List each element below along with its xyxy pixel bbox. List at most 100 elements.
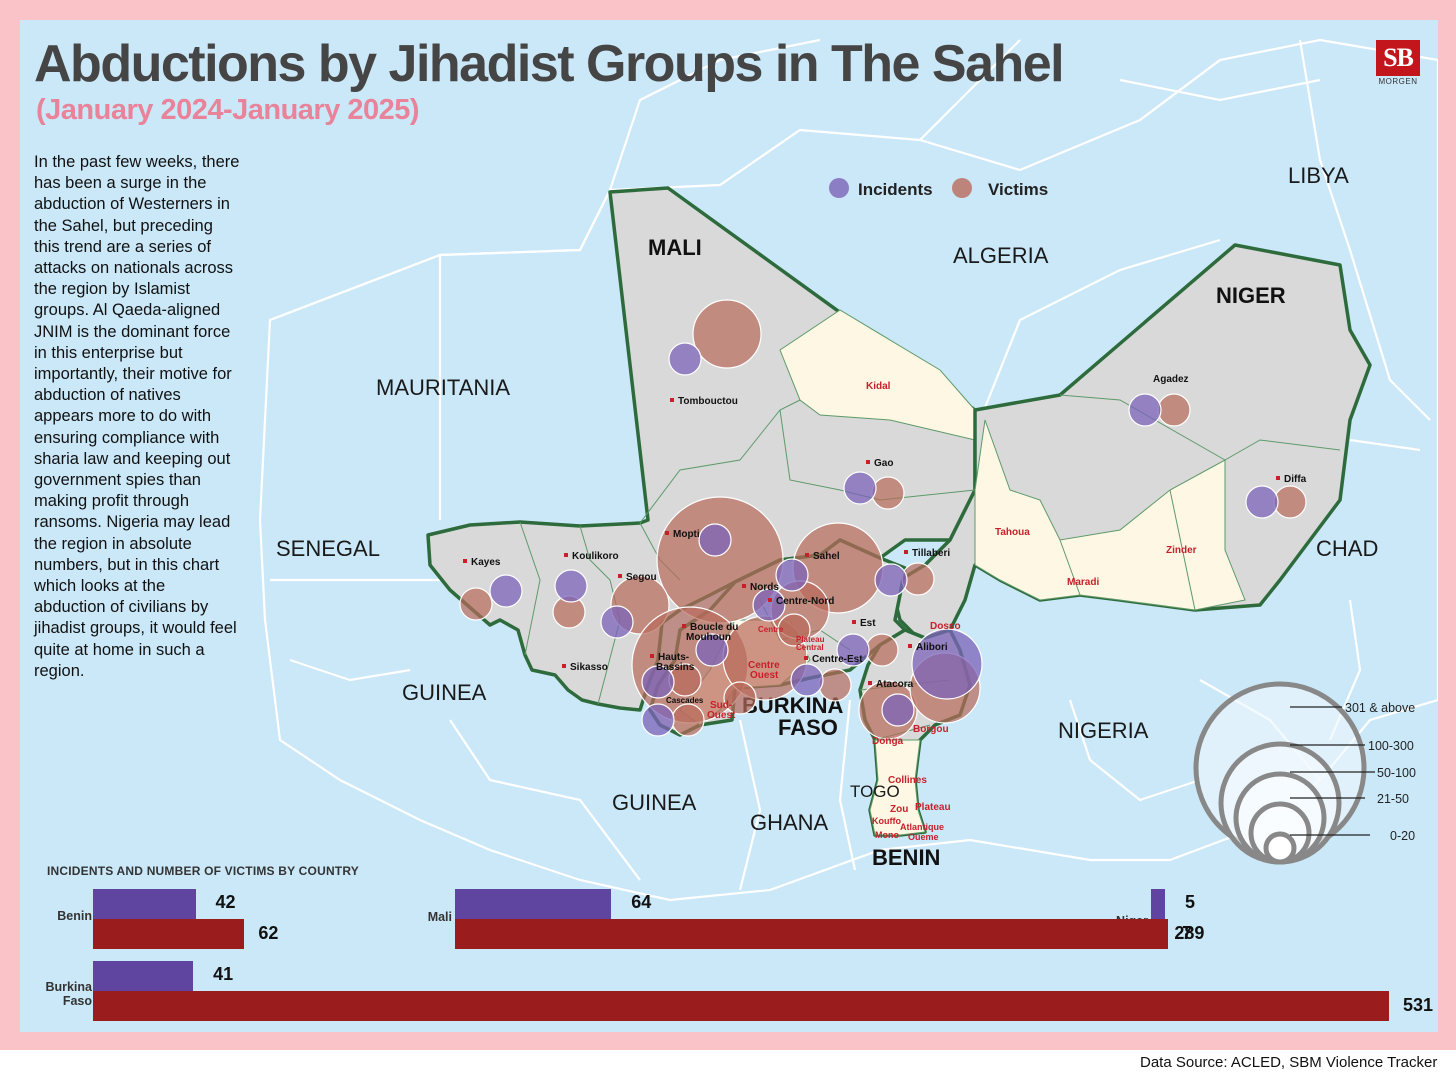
legend-incidents-dot [829, 178, 849, 198]
victims-bubble [459, 587, 493, 621]
intro-paragraph: In the past few weeks, there has been a … [34, 153, 240, 680]
incidents-bubble [790, 663, 824, 697]
svg-text:Diffa: Diffa [1284, 474, 1307, 485]
svg-text:Cascades: Cascades [666, 696, 704, 705]
victims-bubble [818, 668, 852, 702]
bar-value-label: 42 [215, 892, 236, 912]
country-label: ALGERIA [953, 243, 1049, 268]
victims-bubble [692, 299, 762, 369]
bar-victims-niger [1151, 919, 1169, 949]
svg-text:Maradi: Maradi [1067, 577, 1099, 588]
incidents-bubble [554, 569, 588, 603]
country-label: SENEGAL [276, 536, 380, 561]
country-label: LIBYA [1288, 163, 1349, 188]
svg-text:Centre-Est: Centre-Est [812, 654, 863, 665]
bar-value-label: 531 [1403, 995, 1434, 1015]
incidents-bubble [1245, 485, 1279, 519]
victims-bubble [777, 613, 811, 647]
bar-value-label: 5 [1185, 892, 1196, 912]
svg-text:Ouest: Ouest [707, 710, 736, 721]
svg-text:Segou: Segou [626, 572, 657, 583]
svg-text:Mono: Mono [875, 830, 899, 840]
bar-incidents-burkina-faso [93, 961, 194, 991]
country-label-benin: BENIN [872, 845, 940, 870]
svg-text:Boucle du: Boucle du [690, 622, 738, 633]
svg-text:Kouffo: Kouffo [872, 816, 901, 826]
incidents-bubble [775, 558, 809, 592]
incidents-bubble [489, 574, 523, 608]
bar-country-label: Benin [57, 909, 92, 923]
svg-text:Agadez: Agadez [1153, 374, 1189, 385]
scale-label: 100-300 [1368, 739, 1414, 753]
bar-victims-burkina-faso [93, 991, 1389, 1021]
svg-text:Dosso: Dosso [930, 621, 961, 632]
logo-mark: SB [1376, 40, 1420, 76]
country-label: NIGERIA [1058, 718, 1149, 743]
scale-label: 50-100 [1377, 766, 1416, 780]
incidents-bubble [1128, 393, 1162, 427]
svg-text:Koulikoro: Koulikoro [572, 551, 619, 562]
victims-bubble [671, 703, 705, 737]
victims-bubble [1157, 393, 1191, 427]
svg-text:Kidal: Kidal [866, 381, 891, 392]
incidents-bubble [836, 633, 870, 667]
svg-text:Sikasso: Sikasso [570, 662, 608, 673]
bar-value-label: 64 [631, 892, 652, 912]
svg-text:Sahel: Sahel [813, 551, 840, 562]
victims-bubble [723, 681, 757, 715]
svg-text:Hauts-: Hauts- [658, 652, 689, 663]
bar-chart-title: INCIDENTS AND NUMBER OF VICTIMS BY COUNT… [47, 864, 359, 878]
incidents-bubble [874, 563, 908, 597]
incidents-bubble [843, 471, 877, 505]
svg-text:Atlantique: Atlantique [900, 822, 944, 832]
country-label: GHANA [750, 810, 829, 835]
svg-text:Mouhoun: Mouhoun [686, 632, 731, 643]
svg-text:Bassins: Bassins [656, 662, 695, 673]
svg-text:Est: Est [860, 618, 876, 629]
country-label-mali: MALI [648, 235, 702, 260]
svg-text:Oueme: Oueme [908, 832, 939, 842]
scale-label: 0-20 [1390, 829, 1415, 843]
svg-text:Borgou: Borgou [913, 724, 949, 735]
svg-text:Zinder: Zinder [1166, 545, 1197, 556]
country-label: MAURITANIA [376, 375, 510, 400]
size-scale-legend: 301 & above 100-300 50-100 21-50 0-20 [1193, 681, 1416, 865]
niger-south-zone [974, 419, 1246, 611]
incidents-bubble [641, 665, 675, 699]
incidents-bubble [698, 523, 732, 557]
incidents-bubble [695, 633, 729, 667]
svg-text:Tillaberi: Tillaberi [912, 548, 950, 559]
bar-incidents-niger [1151, 889, 1165, 919]
bar-victims-benin [93, 919, 245, 949]
svg-text:Sud-: Sud- [710, 700, 732, 711]
svg-text:Gao: Gao [874, 458, 893, 469]
bar-country-label: Burkina Faso [34, 980, 92, 1008]
country-label: GUINEA [612, 790, 697, 815]
legend-victims-dot [952, 178, 972, 198]
scale-label: 301 & above [1345, 701, 1415, 715]
svg-text:Zou: Zou [890, 804, 908, 815]
benin-pale-zone [869, 739, 926, 836]
bar-victims-mali [455, 919, 1161, 949]
country-label-faso: FASO [778, 715, 838, 740]
incidents-bubbles [489, 342, 1279, 737]
svg-text:Ouest: Ouest [750, 670, 779, 681]
region-labels: Tombouctou Gao Agadez Diffa Kayes Koulik… [463, 374, 1307, 842]
victims-bubble [1273, 485, 1307, 519]
country-label: CHAD [1316, 536, 1378, 561]
page-subtitle: (January 2024-January 2025) [36, 94, 420, 126]
scale-label: 21-50 [1377, 792, 1409, 806]
burkina-label-line2: Faso [62, 994, 92, 1008]
legend-victims-label: Victims [988, 180, 1048, 199]
incidents-bubble [668, 342, 702, 376]
victims-bubble [865, 633, 899, 667]
infographic-panel: LIBYA ALGERIA MAURITANIA SENEGAL CHAD GU… [20, 20, 1438, 1032]
country-label-niger: NIGER [1216, 283, 1286, 308]
svg-text:Atacora: Atacora [876, 679, 914, 690]
svg-text:Plateau: Plateau [796, 635, 825, 644]
bar-value-label: 289 [1174, 923, 1205, 943]
incidents-bubble [911, 628, 983, 700]
sahel-map: LIBYA ALGERIA MAURITANIA SENEGAL CHAD GU… [258, 38, 1438, 902]
bar-value-label: 7 [1182, 923, 1193, 943]
bar-incidents-mali [455, 889, 612, 919]
